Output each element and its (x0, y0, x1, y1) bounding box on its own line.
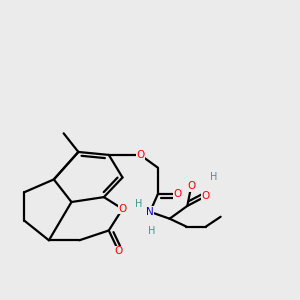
Text: O: O (202, 191, 210, 201)
Text: O: O (187, 181, 195, 191)
Text: N: N (146, 207, 154, 217)
Text: H: H (135, 200, 142, 209)
Text: O: O (115, 246, 123, 256)
Text: O: O (118, 204, 127, 214)
Text: H: H (210, 172, 218, 182)
Text: H: H (148, 226, 156, 236)
Text: O: O (136, 150, 144, 160)
Text: O: O (173, 189, 181, 199)
